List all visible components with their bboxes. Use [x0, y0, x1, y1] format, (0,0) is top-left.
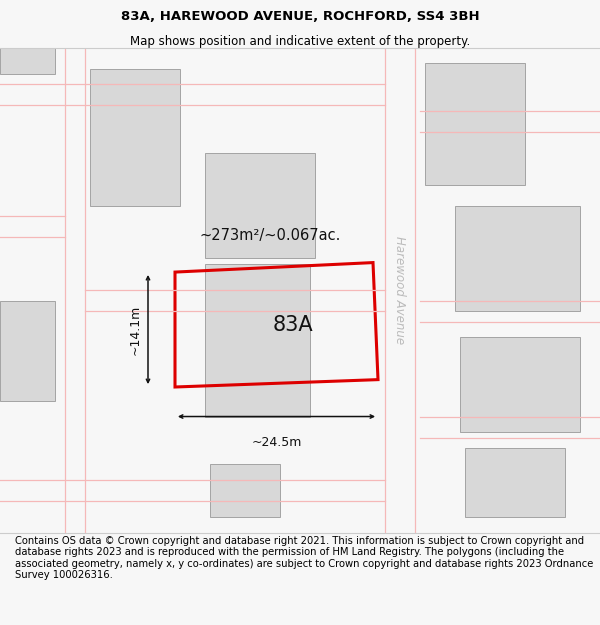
Text: Map shows position and indicative extent of the property.: Map shows position and indicative extent… [130, 35, 470, 48]
Bar [465, 448, 565, 517]
Bar [460, 338, 580, 432]
Bar [425, 63, 525, 184]
Bar [0, 48, 55, 74]
Bar [205, 264, 310, 416]
Text: Harewood Avenue: Harewood Avenue [394, 236, 407, 344]
Text: 83A, HAREWOOD AVENUE, ROCHFORD, SS4 3BH: 83A, HAREWOOD AVENUE, ROCHFORD, SS4 3BH [121, 11, 479, 24]
Text: Contains OS data © Crown copyright and database right 2021. This information is : Contains OS data © Crown copyright and d… [15, 536, 593, 581]
Text: ~24.5m: ~24.5m [251, 436, 302, 449]
Text: ~273m²/~0.067ac.: ~273m²/~0.067ac. [199, 228, 341, 242]
Bar [90, 69, 180, 206]
Text: 83A: 83A [273, 316, 314, 336]
Bar [205, 153, 315, 258]
Bar [0, 301, 55, 401]
Text: ~14.1m: ~14.1m [129, 304, 142, 354]
Bar [210, 464, 280, 517]
Bar [455, 206, 580, 311]
